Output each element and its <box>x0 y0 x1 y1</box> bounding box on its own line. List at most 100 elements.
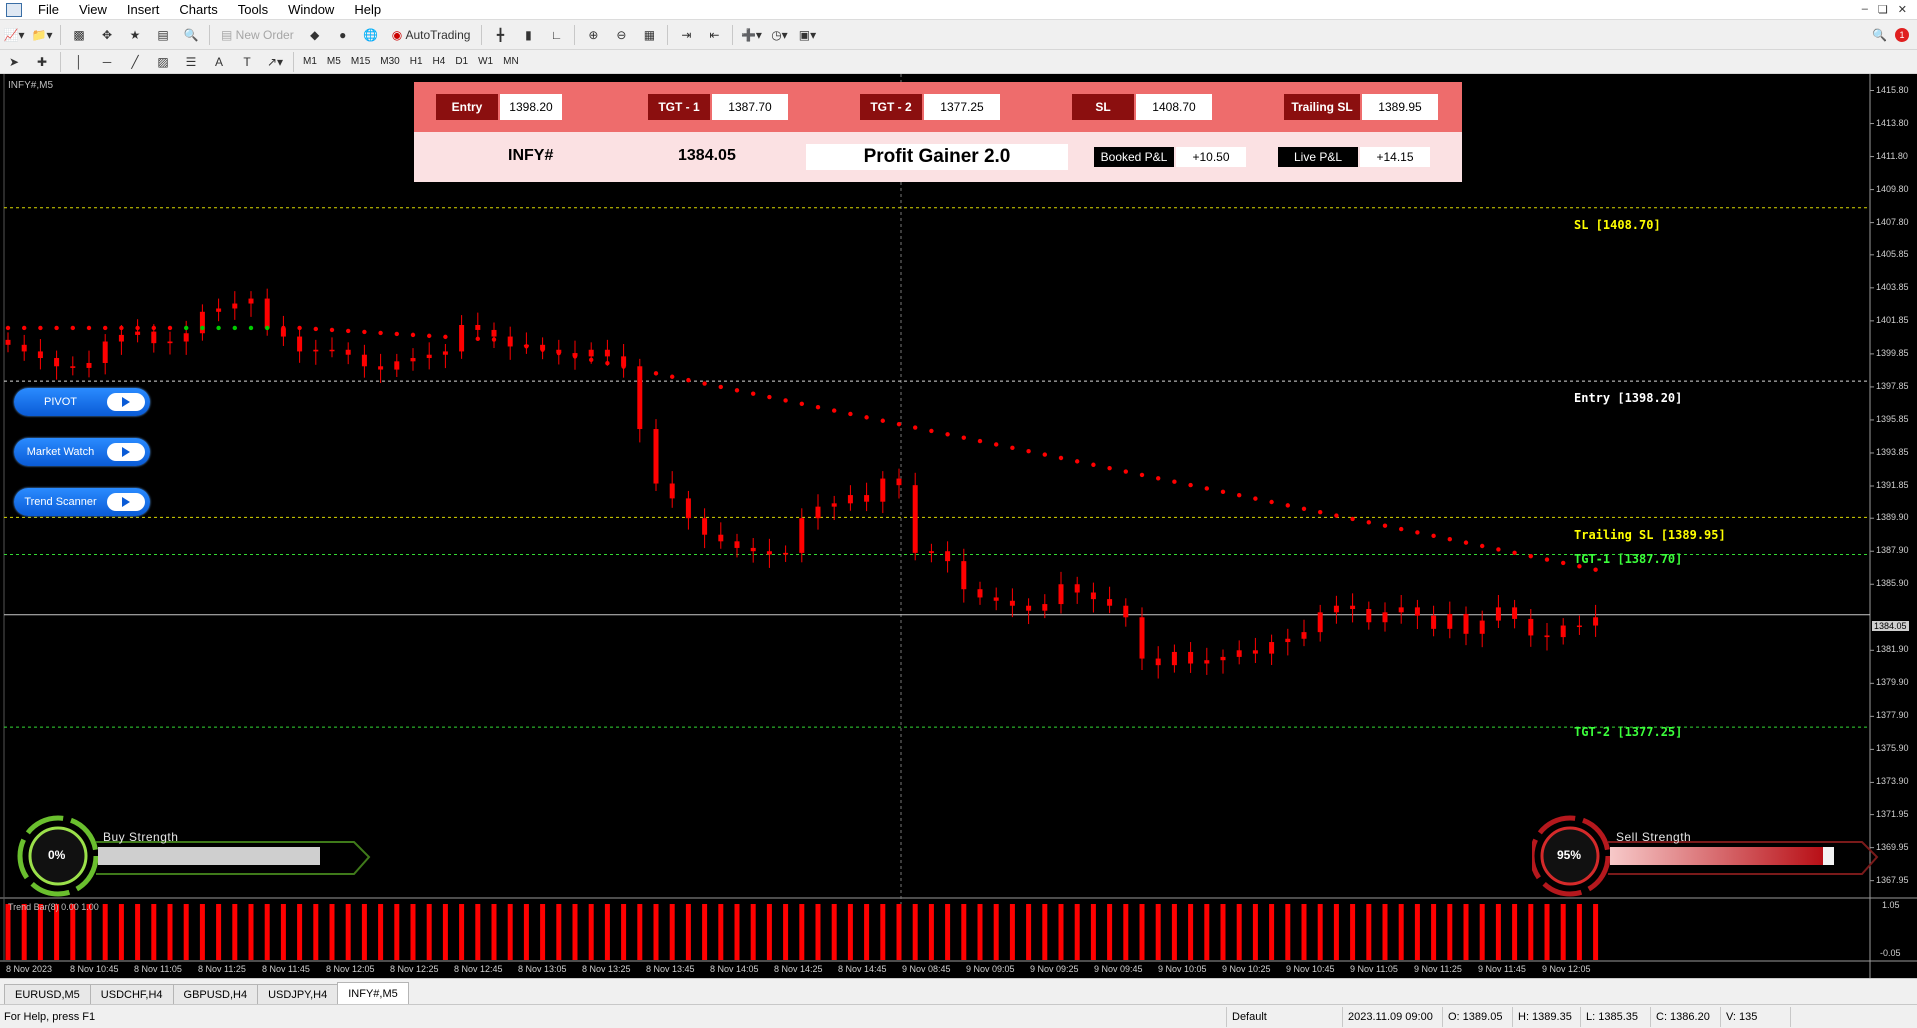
profit-gainer-panel: Entry 1398.20 TGT - 1 1387.70 TGT - 2 13… <box>414 82 1462 182</box>
crosshair-icon[interactable]: ✚ <box>36 54 48 69</box>
strategy-tester-icon[interactable]: 🔍 <box>183 27 199 42</box>
indicators-icon[interactable]: ➕▾ <box>740 27 762 42</box>
menu-window[interactable]: Window <box>288 1 335 17</box>
trend-bar <box>410 904 416 960</box>
trail-dot <box>686 377 691 383</box>
timeframe-m15[interactable]: M15 <box>350 56 371 67</box>
trail-dot <box>1528 553 1534 559</box>
trend-bar <box>1333 904 1339 960</box>
trail-dot <box>1544 557 1550 562</box>
trail-dot <box>86 325 92 331</box>
autotrading-button[interactable]: ◉ AutoTrading <box>388 24 475 46</box>
trail-dot <box>459 335 464 341</box>
price-chart[interactable] <box>0 74 1917 978</box>
metaeditor-icon[interactable]: ◆ <box>310 27 320 42</box>
candle-body <box>345 349 351 355</box>
menu-insert[interactable]: Insert <box>126 1 160 17</box>
text-icon[interactable]: A <box>214 54 223 69</box>
tab-gbpusd-h4[interactable]: GBPUSD,H4 <box>172 984 259 1004</box>
text-label-icon[interactable]: T <box>243 54 251 69</box>
trail-dot <box>751 391 756 396</box>
tab-infy-m5[interactable]: INFY#,M5 <box>337 982 409 1004</box>
trend-bar <box>1431 904 1437 960</box>
minimize-icon[interactable]: – <box>1861 3 1868 15</box>
global-icon[interactable]: 🌐 <box>363 27 379 42</box>
menu-file[interactable]: File <box>38 1 59 17</box>
candle-body <box>1285 638 1291 643</box>
navigator-icon[interactable]: ★ <box>129 27 141 42</box>
trend-bar <box>232 904 238 960</box>
timeframe-mn[interactable]: MN <box>503 56 519 67</box>
tgt2-value[interactable]: 1377.25 <box>924 94 1000 120</box>
autoscroll-icon[interactable]: ⇥ <box>681 27 692 42</box>
candle-body <box>232 303 238 309</box>
timeframe-m30[interactable]: M30 <box>380 56 400 67</box>
candle-body <box>1463 613 1469 634</box>
trailing-sl-value[interactable]: 1389.95 <box>1362 94 1438 120</box>
timeframe-d1[interactable]: D1 <box>455 56 469 67</box>
trail-dot <box>880 418 885 423</box>
candle-body <box>70 366 76 368</box>
menu-view[interactable]: View <box>78 1 107 17</box>
zoom-in-icon[interactable]: ⊕ <box>588 27 599 42</box>
terminal-icon[interactable]: ▤ <box>157 27 169 42</box>
arrows-icon[interactable]: ↗▾ <box>266 54 284 69</box>
cursor-icon[interactable]: ➤ <box>8 54 20 69</box>
bar-chart-icon[interactable]: ╋ <box>496 27 505 42</box>
candle-body <box>1576 625 1582 628</box>
market-watch-icon[interactable]: ▩ <box>73 27 85 42</box>
trendline-icon[interactable]: ╱ <box>131 54 139 69</box>
tab-usdjpy-h4[interactable]: USDJPY,H4 <box>257 984 339 1004</box>
templates-icon[interactable]: ▣▾ <box>798 27 817 42</box>
timeframe-m5[interactable]: M5 <box>326 56 341 67</box>
trail-dot <box>378 330 383 336</box>
menu-help[interactable]: Help <box>354 1 382 17</box>
tab-eurusd-m5[interactable]: EURUSD,M5 <box>4 984 91 1004</box>
candle-body <box>1042 604 1048 611</box>
price-tick-label: 1387.90 <box>1876 545 1909 556</box>
candle-body <box>135 331 141 335</box>
menu-tools[interactable]: Tools <box>237 1 269 17</box>
timeframe-m1[interactable]: M1 <box>303 56 317 67</box>
trend-bar <box>831 904 837 960</box>
timeframe-w1[interactable]: W1 <box>478 56 494 67</box>
pivot-button[interactable]: PIVOT <box>14 388 150 416</box>
buy-strength-bar <box>98 847 320 865</box>
candle-body <box>685 498 691 519</box>
fibonacci-icon[interactable]: ☰ <box>185 54 197 69</box>
chart-window[interactable]: INFY#,M5 Entry 1398.20 TGT - 1 1387.70 T… <box>0 74 1917 978</box>
profiles-icon[interactable]: 📁▾ <box>31 27 53 42</box>
data-window-icon[interactable]: ✥ <box>101 27 113 42</box>
menu-charts[interactable]: Charts <box>179 1 218 17</box>
search-icon[interactable]: 🔍 <box>1872 27 1887 42</box>
close-icon[interactable]: ✕ <box>1897 4 1907 16</box>
periods-icon[interactable]: ◷▾ <box>771 27 788 42</box>
tile-windows-icon[interactable]: ▦ <box>643 27 656 42</box>
line-chart-icon[interactable]: ∟ <box>550 27 563 42</box>
channel-icon[interactable]: ▨ <box>157 54 169 69</box>
candlestick-icon[interactable]: ▮ <box>525 27 532 42</box>
chart-shift-icon[interactable]: ⇤ <box>709 27 720 42</box>
entry-value[interactable]: 1398.20 <box>500 94 562 120</box>
sl-value[interactable]: 1408.70 <box>1136 94 1212 120</box>
tab-usdchf-h4[interactable]: USDCHF,H4 <box>89 984 174 1004</box>
horizontal-line-icon[interactable]: ─ <box>102 54 112 69</box>
notifications-icon[interactable]: 1 <box>1895 27 1909 42</box>
price-tick-label: 1373.90 <box>1876 776 1909 787</box>
vertical-line-icon[interactable]: │ <box>75 54 83 69</box>
new-order-button[interactable]: ▤ New Order <box>217 24 298 46</box>
trail-dot <box>70 325 76 331</box>
market-watch-button[interactable]: Market Watch <box>14 438 150 466</box>
sell-strength-value: 95% <box>1557 848 1582 862</box>
timeframe-h4[interactable]: H4 <box>432 56 446 67</box>
status-help: For Help, press F1 <box>4 1011 96 1023</box>
timeframe-h1[interactable]: H1 <box>409 56 423 67</box>
sell-strength-label: Sell Strength <box>1616 830 1692 844</box>
restore-icon[interactable]: ❏ <box>1877 4 1888 16</box>
tgt1-value[interactable]: 1387.70 <box>712 94 788 120</box>
zoom-out-icon[interactable]: ⊖ <box>616 27 627 42</box>
trend-scanner-button[interactable]: Trend Scanner <box>14 488 150 516</box>
signals-icon[interactable]: ● <box>339 27 347 42</box>
candle-body <box>1171 651 1177 666</box>
new-chart-icon[interactable]: 📈▾ <box>3 27 25 42</box>
